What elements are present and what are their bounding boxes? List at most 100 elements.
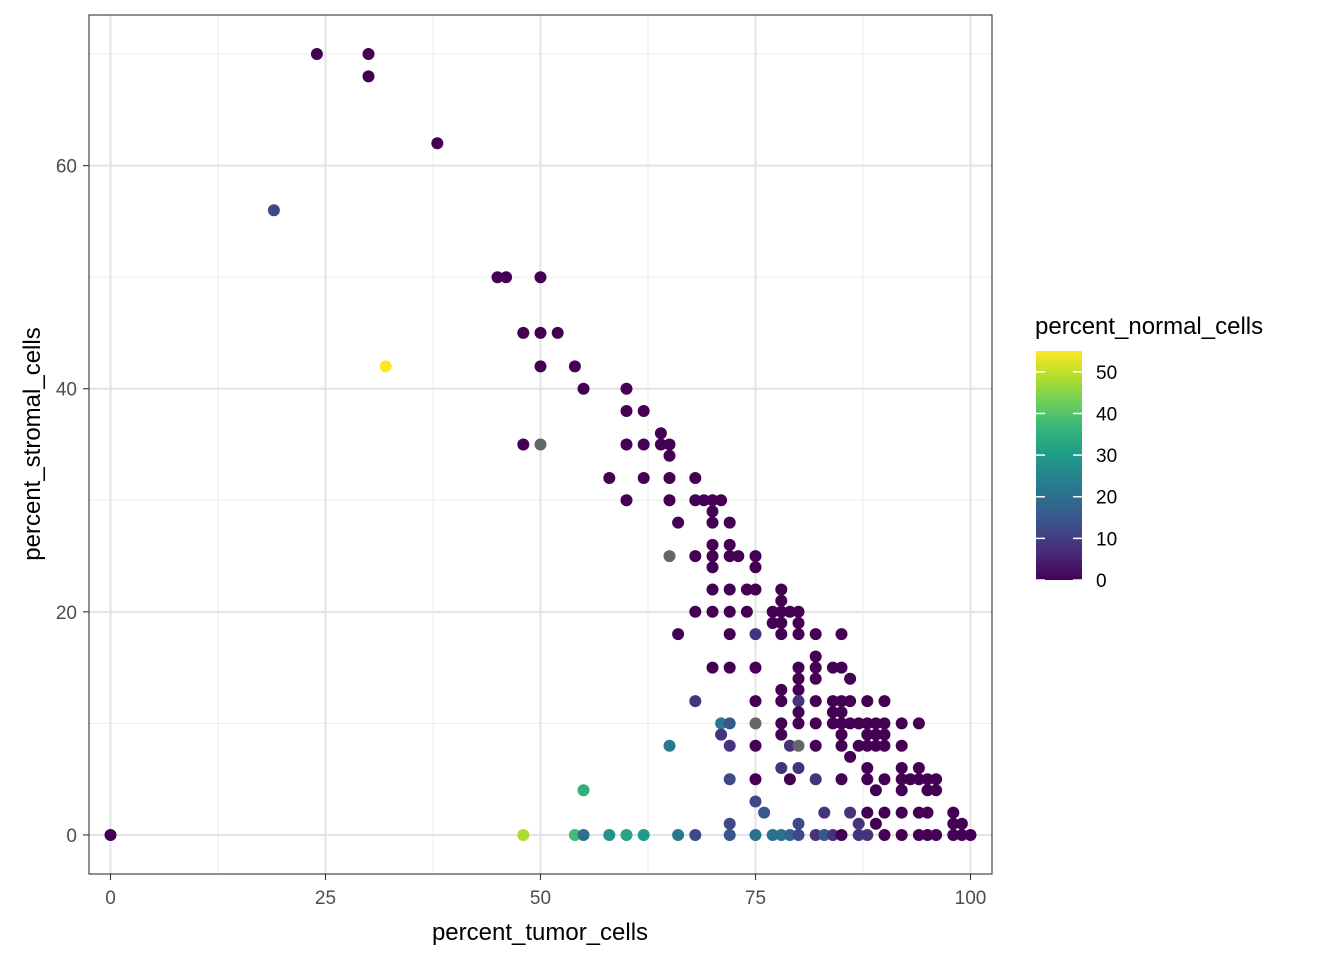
legend-tick-label: 0 [1096,571,1107,592]
data-point [706,605,719,618]
data-point [715,728,728,741]
data-point [689,605,702,618]
data-point [844,750,857,763]
data-point [663,449,676,462]
data-point [706,516,719,529]
data-point [517,829,530,841]
data-point [620,405,633,417]
data-point [431,137,444,150]
data-point [895,762,908,774]
data-point [766,829,779,841]
data-point [955,829,968,841]
data-point [723,583,736,596]
data-point [697,494,710,507]
data-point [749,561,762,574]
data-point [809,628,822,641]
data-point [878,739,891,752]
data-point [672,829,685,841]
data-point [775,683,788,696]
data-point [869,817,882,830]
data-point [792,683,805,696]
legend-ticks: 0 10 20 30 40 50 [1036,363,1117,592]
data-point [878,695,891,708]
data-point [706,561,719,574]
data-point [500,271,513,284]
data-point [835,628,848,641]
data-point [577,784,590,797]
data-point [568,829,581,841]
data-point [775,628,788,641]
data-point [723,516,736,529]
data-point [835,706,848,719]
data-point [534,360,547,373]
data-point [689,695,702,708]
data-point [620,494,633,507]
x-tick-labels: 0 25 50 75 100 [105,888,986,909]
data-point [534,271,547,284]
data-point [947,806,960,819]
data-point [689,829,702,841]
data-point [706,494,719,507]
data-point [723,628,736,641]
legend-colorbar [1036,351,1082,580]
data-point [930,829,943,841]
data-point [955,817,968,830]
data-point [878,829,891,841]
data-point [878,806,891,819]
data-point [689,494,702,507]
data-point [869,728,882,741]
data-point [689,550,702,563]
data-point [861,762,874,774]
data-point [723,773,736,786]
data-point [654,438,667,451]
data-point [663,550,676,563]
data-point [568,360,581,373]
data-point [620,382,633,395]
data-point [792,817,805,830]
y-tick-label: 20 [56,603,77,624]
data-point [663,438,676,451]
data-point [749,829,762,841]
data-point [809,829,822,841]
data-point [844,672,857,685]
legend-tick-label: 10 [1096,529,1117,550]
x-tick-label: 50 [530,888,551,909]
data-point [792,706,805,719]
data-point [775,695,788,708]
data-point [775,617,788,629]
color-legend: percent_normal_cells 0 10 20 30 40 50 [1035,313,1263,592]
data-point [517,326,530,339]
data-point [869,717,882,730]
data-point [895,806,908,819]
data-point [749,795,762,808]
data-point [809,650,822,663]
data-point [766,605,779,618]
x-tick-label: 100 [955,888,987,909]
data-point [577,829,590,841]
data-point [723,817,736,830]
data-point [792,829,805,841]
data-point [775,594,788,607]
data-point [749,661,762,674]
legend-tick-label: 40 [1096,404,1117,425]
data-point [775,583,788,596]
data-point [723,550,736,563]
y-axis-title: percent_stromal_cells [19,327,46,560]
data-point [826,706,839,719]
data-point [792,695,805,708]
data-point [783,773,796,786]
data-point [826,695,839,708]
data-point [672,516,685,529]
data-point [517,438,530,451]
data-point [792,605,805,618]
data-point [792,672,805,685]
data-point [663,472,676,484]
data-point [310,48,323,60]
data-point [663,739,676,752]
data-point [551,326,564,339]
data-point [775,717,788,730]
data-point [534,438,547,451]
data-point [603,472,616,484]
data-point [869,784,882,797]
